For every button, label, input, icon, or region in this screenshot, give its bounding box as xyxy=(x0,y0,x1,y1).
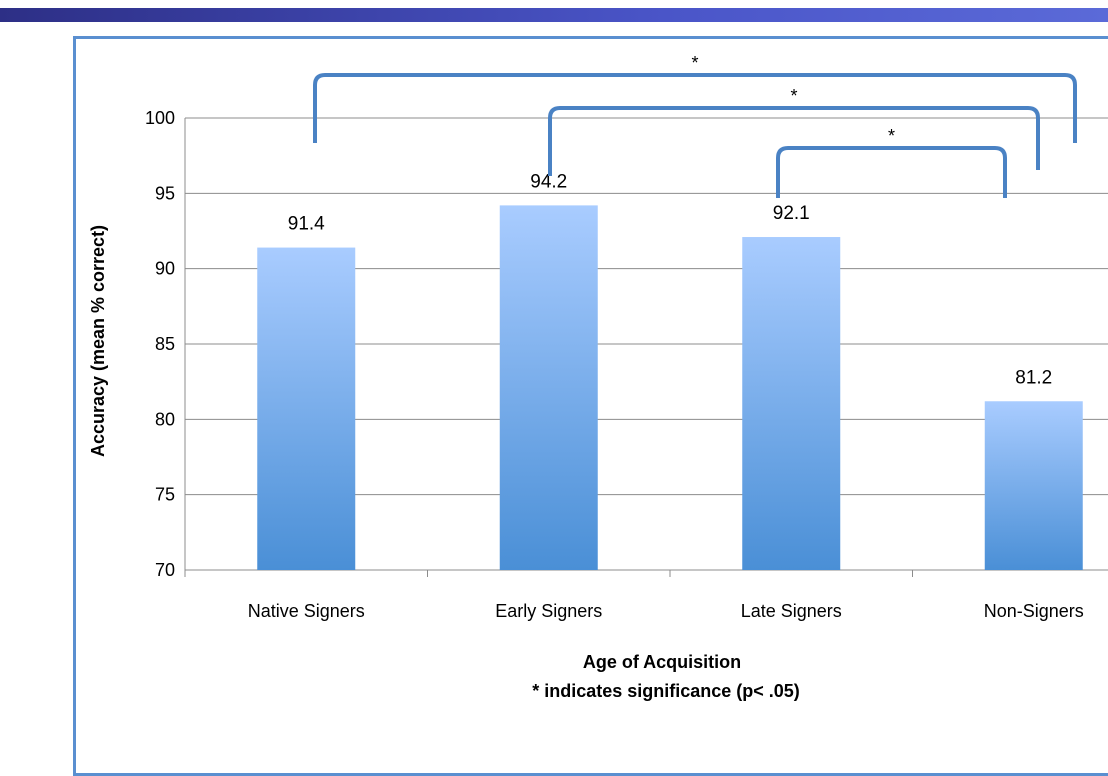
y-tick-label: 80 xyxy=(155,409,175,429)
significance-bracket xyxy=(313,73,1077,143)
bar xyxy=(257,247,356,570)
y-tick-label: 90 xyxy=(155,259,175,279)
y-tick-label: 75 xyxy=(155,485,175,505)
value-label: 81.2 xyxy=(1015,367,1052,388)
significance-bracket xyxy=(776,146,1007,198)
value-label: 94.2 xyxy=(530,171,567,192)
y-tick-label: 85 xyxy=(155,334,175,354)
significance-brackets: * * * xyxy=(313,53,1077,198)
significance-note: * indicates significance (p< .05) xyxy=(532,681,800,701)
significance-star: * xyxy=(790,86,797,106)
y-axis-ticks: 70 75 80 85 90 95 100 xyxy=(145,108,175,580)
category-labels: Native Signers Early Signers Late Signers N… xyxy=(248,601,1084,621)
category-label: Late Signers xyxy=(741,601,842,621)
y-tick-label: 100 xyxy=(145,108,175,128)
bar-chart: 70 75 80 85 90 95 100 91.4 94.2 92.1 81.2 Native … xyxy=(88,53,1108,701)
bars xyxy=(257,205,1083,571)
value-label: 92.1 xyxy=(773,203,810,224)
y-tick-label: 95 xyxy=(155,183,175,203)
x-axis-title: Age of Acquisition xyxy=(583,652,741,672)
top-decorative-band xyxy=(0,8,1108,22)
bar xyxy=(742,237,841,570)
significance-bracket xyxy=(548,106,1040,176)
y-tick-label: 70 xyxy=(155,560,175,580)
significance-star: * xyxy=(888,126,895,146)
bar xyxy=(984,401,1083,570)
value-label: 91.4 xyxy=(288,214,325,235)
significance-star: * xyxy=(691,53,698,73)
value-labels: 91.4 94.2 92.1 81.2 xyxy=(288,171,1052,388)
y-axis-title: Accuracy (mean % correct) xyxy=(88,225,108,457)
bar xyxy=(499,205,598,571)
category-label: Early Signers xyxy=(495,601,602,621)
category-label: Non-Signers xyxy=(984,601,1084,621)
category-label: Native Signers xyxy=(248,601,365,621)
